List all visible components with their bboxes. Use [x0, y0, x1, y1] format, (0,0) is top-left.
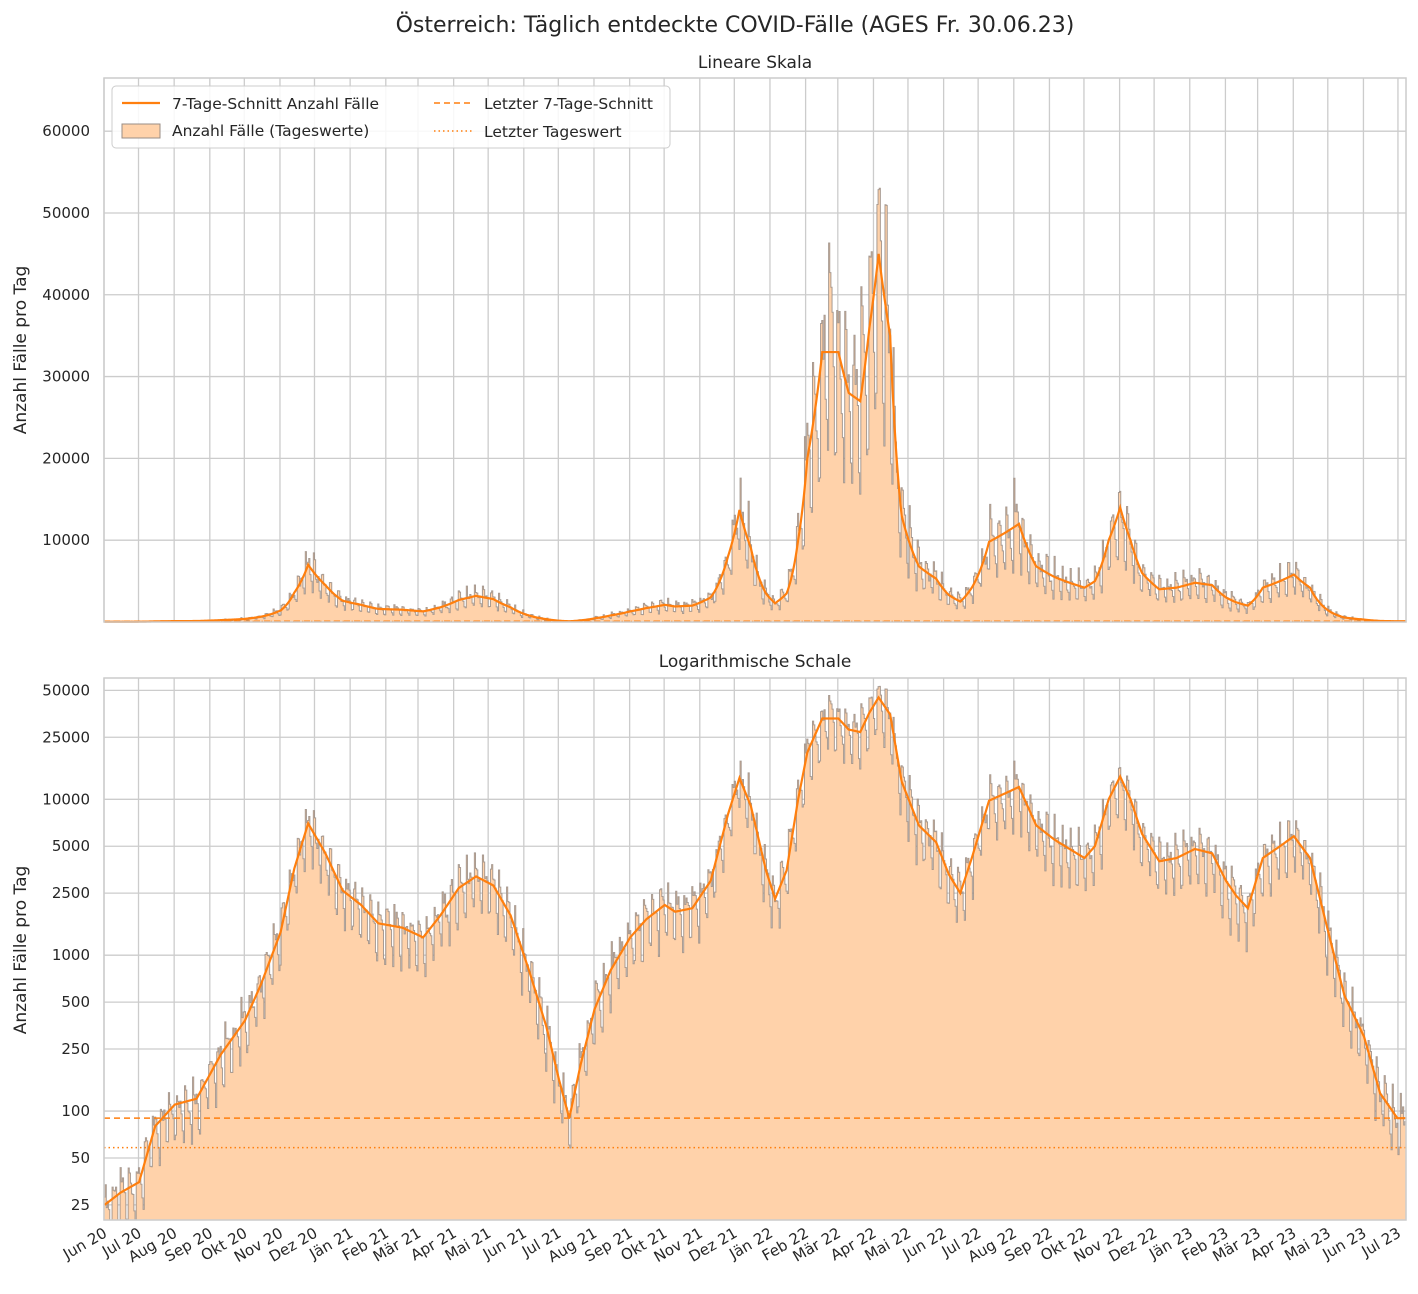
log-panel-title: Logarithmische Schale	[659, 652, 852, 672]
log-ytick-label: 100	[61, 1102, 90, 1120]
linear-daily-area	[103, 187, 1407, 623]
linear-axes-frame	[103, 77, 1407, 623]
log-yticks: 25 50 100 250 500 1000 2500 5000 10000 25000 50000	[42, 681, 90, 1214]
legend-label-last-day: Letzter Tageswert	[484, 123, 622, 141]
linear-yticks: 10000 20000 30000 40000 50000 60000	[42, 122, 90, 549]
log-ytick-label: 500	[61, 993, 90, 1011]
legend: 7-Tage-Schnitt Anzahl Fälle Anzahl Fälle…	[111, 85, 671, 149]
log-panel: Logarithmische Schale 255010025050010002…	[11, 652, 1407, 1266]
log-ylabel: Anzahl Fälle pro Tag	[11, 866, 31, 1035]
linear-ytick-label: 20000	[42, 449, 90, 467]
log-ytick-label: 2500	[52, 884, 90, 902]
log-last-value-lines	[104, 1117, 1406, 1149]
log-ytick-label: 250	[61, 1040, 90, 1058]
legend-label-avg: 7-Tage-Schnitt Anzahl Fälle	[172, 95, 379, 113]
legend-patch-swatch	[121, 123, 161, 139]
log-ytick-label: 1000	[52, 946, 90, 964]
linear-panel-title: Lineare Skala	[698, 53, 812, 73]
linear-ytick-label: 50000	[42, 204, 90, 222]
legend-label-daily: Anzahl Fälle (Tageswerte)	[172, 122, 369, 140]
linear-ytick-label: 30000	[42, 368, 90, 386]
linear-ytick-label: 40000	[42, 286, 90, 304]
log-daily-bars	[103, 685, 1407, 1221]
log-ytick-label: 50000	[42, 681, 90, 699]
linear-grid	[103, 78, 1406, 622]
figure-title: Österreich: Täglich entdeckte COVID-Fäll…	[396, 12, 1075, 38]
linear-ylabel: Anzahl Fälle pro Tag	[11, 266, 31, 435]
log-ytick-label: 25	[71, 1196, 90, 1214]
log-xtick-label: Jul 23	[1358, 1224, 1404, 1261]
log-axes-frame	[103, 677, 1407, 1221]
log-ytick-label: 5000	[52, 837, 90, 855]
linear-ytick-label: 10000	[42, 531, 90, 549]
log-ytick-label: 25000	[42, 728, 90, 746]
linear-daily-bars	[103, 187, 1407, 623]
linear-panel: Lineare Skala 10000 20000 30000 40000 50000 6…	[11, 53, 1407, 623]
legend-box	[111, 85, 671, 149]
linear-avg-line	[104, 253, 1407, 623]
log-daily-area	[103, 685, 1407, 1221]
linear-avg7-line	[104, 253, 1407, 623]
log-ytick-label: 10000	[42, 790, 90, 808]
log-avg-line	[103, 695, 1407, 1206]
legend-label-last-avg: Letzter 7-Tage-Schnitt	[484, 95, 653, 113]
log-ytick-label: 50	[71, 1149, 90, 1167]
log-avg7-line	[103, 695, 1407, 1206]
linear-ytick-label: 60000	[42, 122, 90, 140]
